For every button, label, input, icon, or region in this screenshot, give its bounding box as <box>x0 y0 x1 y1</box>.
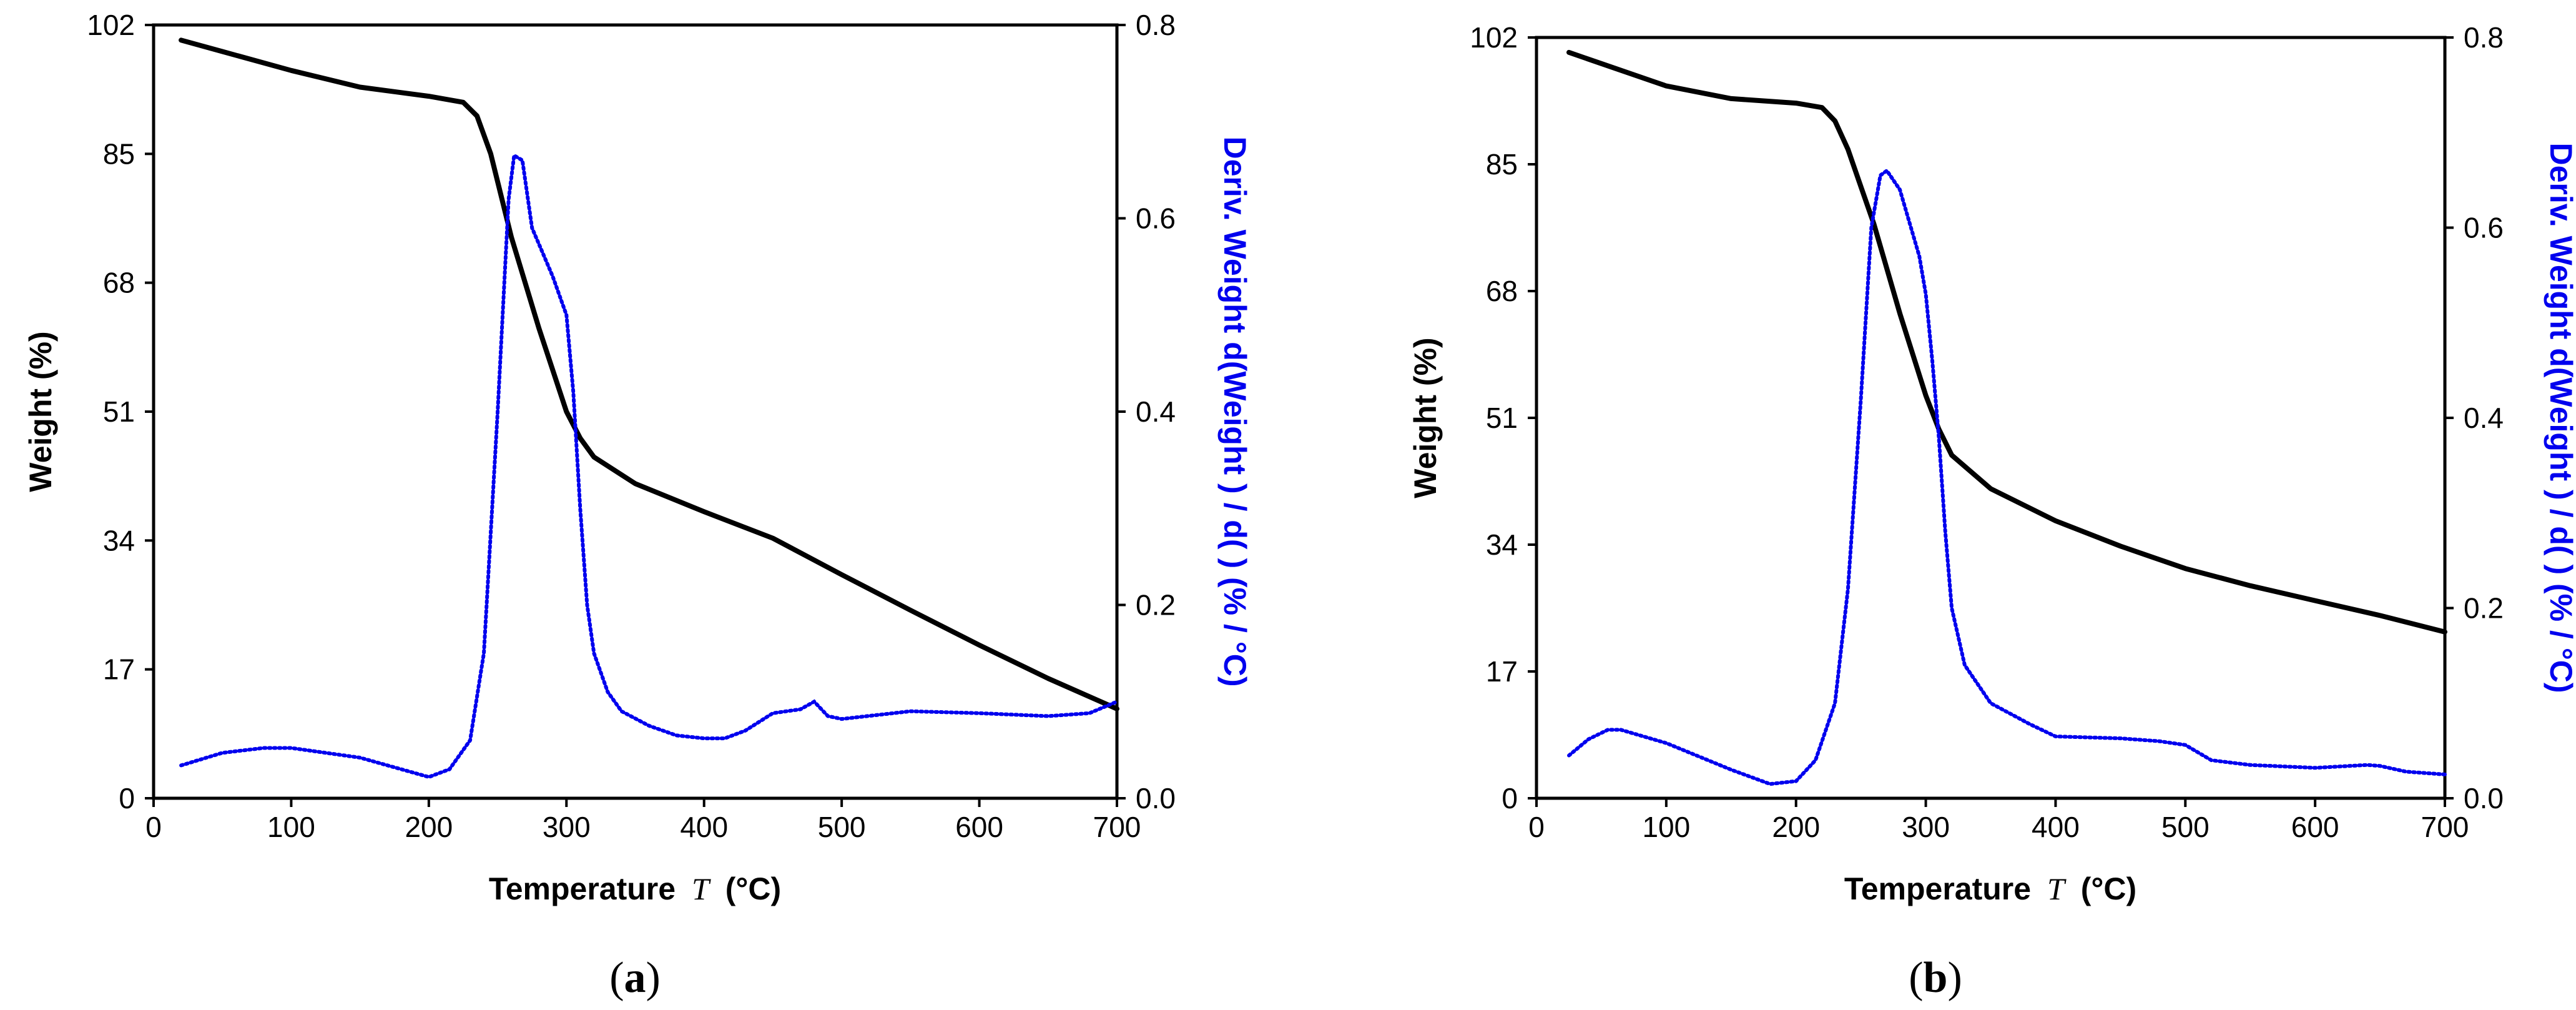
y-tick-label: 34 <box>103 524 135 557</box>
y-tick-label: 17 <box>1486 655 1518 688</box>
plot-frame-a <box>152 23 1119 800</box>
plot-frame-b <box>1535 36 2447 800</box>
x-tick-label: 300 <box>1902 811 1950 843</box>
panel-label-a: (a) <box>609 954 661 1002</box>
y2-tick-label: 0.6 <box>2464 212 2504 244</box>
y-axis-a: 0 17 34 51 68 85 102 <box>87 9 154 814</box>
panel-label-b: (b) <box>1909 954 1962 1002</box>
y2-tick-label: 0.4 <box>1136 395 1176 428</box>
chart-panel-b: 0 100 200 300 400 500 600 700 0 17 34 51 68 85 102 0.… <box>1408 21 2576 1002</box>
x-tick-label: 700 <box>2421 811 2469 843</box>
y2-tick-label: 0.8 <box>1136 9 1176 41</box>
y2-tick-label: 0.8 <box>2464 21 2504 54</box>
y2-axis-title-a: Deriv. Weight d(Weight ) / d( ) (% / °C) <box>1217 136 1252 686</box>
x-tick-label: 700 <box>1093 811 1141 843</box>
y-tick-label: 102 <box>87 9 135 41</box>
y2-tick-label: 0.2 <box>1136 589 1176 621</box>
y-axis-title-a: Weight (%) <box>23 331 58 492</box>
x-tick-label: 0 <box>145 811 162 843</box>
deriv-weight-line <box>179 152 1119 780</box>
x-axis-b: 0 100 200 300 400 500 600 700 <box>1528 798 2469 843</box>
weight-line <box>179 37 1119 711</box>
y-tick-label: 85 <box>1486 148 1518 181</box>
x-tick-label: 200 <box>1772 811 1820 843</box>
y-tick-label: 0 <box>1502 782 1518 814</box>
y-tick-label: 51 <box>1486 402 1518 434</box>
y2-tick-label: 0.2 <box>2464 592 2504 625</box>
series-a <box>179 37 1119 780</box>
y-tick-label: 0 <box>119 782 135 814</box>
x-tick-label: 400 <box>680 811 728 843</box>
y-tick-label: 68 <box>103 267 135 299</box>
x-axis-title-b: Temperature T (°C) <box>1844 871 2136 906</box>
x-tick-label: 200 <box>405 811 453 843</box>
deriv-weight-line <box>1567 167 2447 786</box>
series-b <box>1566 49 2447 786</box>
y-tick-label: 17 <box>103 653 135 686</box>
x-tick-label: 600 <box>2291 811 2339 843</box>
x-tick-label: 0 <box>1528 811 1545 843</box>
y2-tick-label: 0.0 <box>2464 782 2504 814</box>
y2-axis-title-b: Deriv. Weight d(Weight ) / d( ) (% / °C) <box>2544 142 2576 693</box>
x-axis-a: 0 100 200 300 400 500 600 700 <box>145 798 1141 843</box>
y-tick-label: 68 <box>1486 275 1518 307</box>
x-tick-label: 300 <box>543 811 591 843</box>
y-axis-title-b: Weight (%) <box>1408 337 1443 498</box>
x-tick-label: 500 <box>2161 811 2210 843</box>
x-tick-label: 400 <box>2032 811 2080 843</box>
y-tick-label: 51 <box>103 395 135 428</box>
x-tick-label: 600 <box>955 811 1003 843</box>
x-tick-label: 100 <box>267 811 315 843</box>
y-tick-label: 102 <box>1470 21 1518 54</box>
y2-axis-a: 0.0 0.2 0.4 0.6 0.8 <box>1117 9 1176 814</box>
chart-panel-a: 0 100 200 300 400 500 600 700 0 17 34 51 68 85 102 0.… <box>23 9 1252 1002</box>
y-tick-label: 85 <box>103 137 135 170</box>
y-axis-b: 0 17 34 51 68 85 102 <box>1470 21 1536 814</box>
y2-tick-label: 0.0 <box>1136 782 1176 814</box>
y2-tick-label: 0.6 <box>1136 202 1176 235</box>
y-tick-label: 34 <box>1486 528 1518 561</box>
y2-axis-b: 0.0 0.2 0.4 0.6 0.8 <box>2445 21 2504 814</box>
x-tick-label: 100 <box>1642 811 1690 843</box>
x-tick-label: 500 <box>818 811 866 843</box>
x-axis-title-a: Temperature T (°C) <box>489 871 781 906</box>
y2-tick-label: 0.4 <box>2464 402 2504 434</box>
weight-line <box>1566 49 2447 635</box>
